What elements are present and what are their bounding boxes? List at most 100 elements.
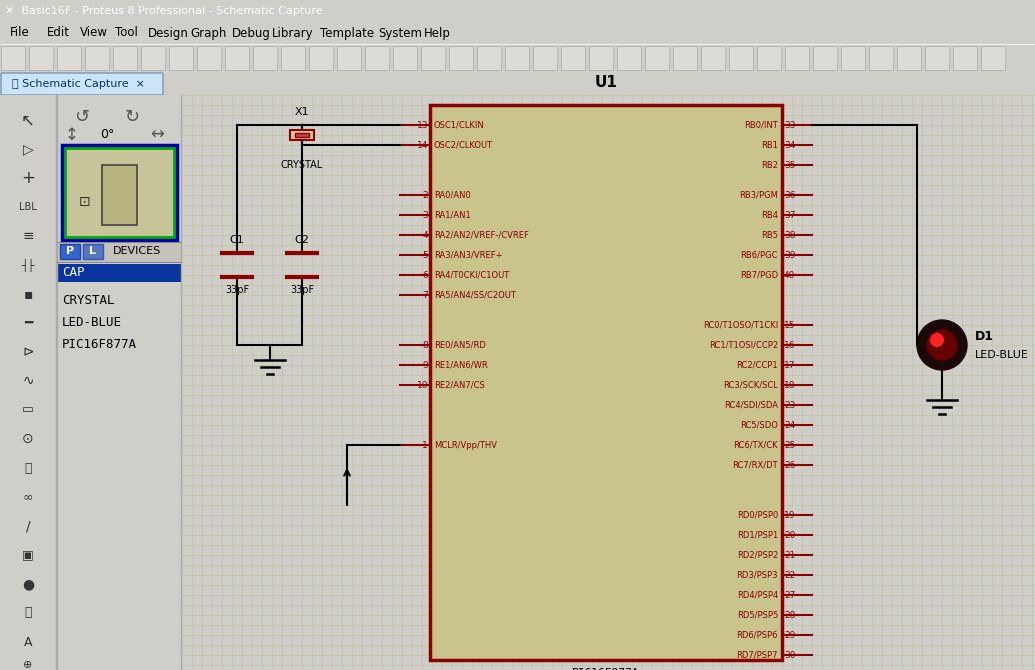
- Text: ↔: ↔: [150, 126, 164, 144]
- Bar: [253, 46, 277, 70]
- Text: /: /: [26, 519, 30, 533]
- Bar: [757, 46, 781, 70]
- Circle shape: [930, 334, 943, 346]
- Bar: [57, 242, 182, 262]
- Text: RD4/PSP4: RD4/PSP4: [737, 590, 778, 600]
- Bar: [449, 46, 473, 70]
- Text: ⊕: ⊕: [24, 660, 33, 670]
- Text: RB4: RB4: [761, 210, 778, 220]
- Text: RB2: RB2: [761, 161, 778, 170]
- Bar: [925, 46, 949, 70]
- Text: RE0/AN5/RD: RE0/AN5/RD: [434, 340, 485, 350]
- Text: 24: 24: [783, 421, 795, 429]
- Text: LED-BLUE: LED-BLUE: [62, 316, 122, 328]
- Bar: [814, 46, 837, 70]
- Bar: [533, 46, 557, 70]
- Text: RC2/CCP1: RC2/CCP1: [736, 360, 778, 369]
- Text: A: A: [24, 636, 32, 649]
- Text: 27: 27: [783, 590, 795, 600]
- Bar: [701, 46, 724, 70]
- Bar: [981, 46, 1005, 70]
- Bar: [29, 46, 53, 70]
- Text: RA0/AN0: RA0/AN0: [434, 190, 471, 200]
- Text: System: System: [378, 27, 422, 40]
- Bar: [505, 46, 529, 70]
- Text: 26: 26: [783, 460, 795, 470]
- Bar: [589, 46, 613, 70]
- Text: Library: Library: [272, 27, 314, 40]
- Text: Design: Design: [148, 27, 188, 40]
- Text: 19: 19: [783, 511, 796, 519]
- Text: RC3/SCK/SCL: RC3/SCK/SCL: [723, 381, 778, 389]
- Text: RC0/T1OSO/T1CKI: RC0/T1OSO/T1CKI: [703, 320, 778, 330]
- Text: 1: 1: [422, 440, 428, 450]
- Text: ▪: ▪: [24, 287, 33, 301]
- Text: RA5/AN4/SS/C2OUT: RA5/AN4/SS/C2OUT: [434, 291, 515, 299]
- Text: ✕  Basic16F - Proteus 8 Professional - Schematic Capture: ✕ Basic16F - Proteus 8 Professional - Sc…: [5, 6, 323, 16]
- Text: Graph: Graph: [190, 27, 227, 40]
- Text: ↺: ↺: [75, 108, 90, 126]
- Bar: [102, 165, 137, 225]
- Text: 35: 35: [783, 161, 796, 170]
- Text: 0°: 0°: [99, 129, 114, 141]
- Bar: [645, 46, 669, 70]
- Text: L: L: [89, 246, 96, 256]
- Text: RA1/AN1: RA1/AN1: [434, 210, 471, 220]
- Circle shape: [917, 320, 967, 370]
- Bar: [421, 46, 445, 70]
- Bar: [169, 46, 193, 70]
- Bar: [561, 46, 585, 70]
- Text: RA3/AN3/VREF+: RA3/AN3/VREF+: [434, 251, 503, 259]
- Text: RD1/PSP1: RD1/PSP1: [737, 531, 778, 539]
- Text: CAP: CAP: [62, 267, 85, 279]
- Text: ▭: ▭: [22, 403, 34, 417]
- Text: RD5/PSP5: RD5/PSP5: [737, 610, 778, 620]
- Text: 33: 33: [783, 121, 796, 129]
- Text: 16: 16: [783, 340, 796, 350]
- Text: OSC1/CLKIN: OSC1/CLKIN: [434, 121, 484, 129]
- Text: 5: 5: [422, 251, 428, 259]
- Text: ┤├: ┤├: [22, 259, 35, 271]
- Text: 6: 6: [422, 271, 428, 279]
- Bar: [290, 130, 314, 140]
- Text: ≡: ≡: [22, 229, 34, 243]
- Text: ⌖ Schematic Capture  ×: ⌖ Schematic Capture ×: [12, 79, 145, 89]
- Bar: [65, 148, 174, 237]
- Text: 13: 13: [416, 121, 428, 129]
- Text: 39: 39: [783, 251, 796, 259]
- Bar: [85, 46, 109, 70]
- Bar: [197, 46, 221, 70]
- Text: 37: 37: [783, 210, 796, 220]
- Text: RB0/INT: RB0/INT: [744, 121, 778, 129]
- Text: MCLR/Vpp/THV: MCLR/Vpp/THV: [434, 440, 497, 450]
- Text: PIC16F877A: PIC16F877A: [572, 668, 640, 670]
- Text: ▷: ▷: [23, 142, 33, 156]
- Text: RC4/SDI/SDA: RC4/SDI/SDA: [724, 401, 778, 409]
- Text: 29: 29: [783, 630, 795, 639]
- Text: CRYSTAL: CRYSTAL: [62, 293, 115, 306]
- Text: ▣: ▣: [22, 549, 34, 561]
- Text: RD0/PSP0: RD0/PSP0: [737, 511, 778, 519]
- Text: LBL: LBL: [19, 202, 37, 212]
- Text: Help: Help: [424, 27, 451, 40]
- Text: RB3/PGM: RB3/PGM: [739, 190, 778, 200]
- Text: ⌒: ⌒: [24, 462, 32, 474]
- Text: ⊳: ⊳: [22, 345, 34, 359]
- Text: 20: 20: [783, 531, 795, 539]
- Text: 22: 22: [783, 570, 795, 580]
- Text: RB1: RB1: [761, 141, 778, 149]
- Bar: [83, 244, 104, 259]
- Text: LED-BLUE: LED-BLUE: [975, 350, 1029, 360]
- Text: 18: 18: [783, 381, 796, 389]
- Text: Edit: Edit: [47, 27, 70, 40]
- Circle shape: [927, 330, 957, 360]
- Bar: [57, 46, 81, 70]
- Text: RC5/SDO: RC5/SDO: [740, 421, 778, 429]
- Text: 33pF: 33pF: [290, 285, 314, 295]
- Bar: [1, 46, 25, 70]
- Bar: [430, 105, 782, 660]
- Text: RC1/T1OSI/CCP2: RC1/T1OSI/CCP2: [709, 340, 778, 350]
- Text: P: P: [66, 246, 75, 256]
- Text: 23: 23: [783, 401, 795, 409]
- Text: Template: Template: [320, 27, 374, 40]
